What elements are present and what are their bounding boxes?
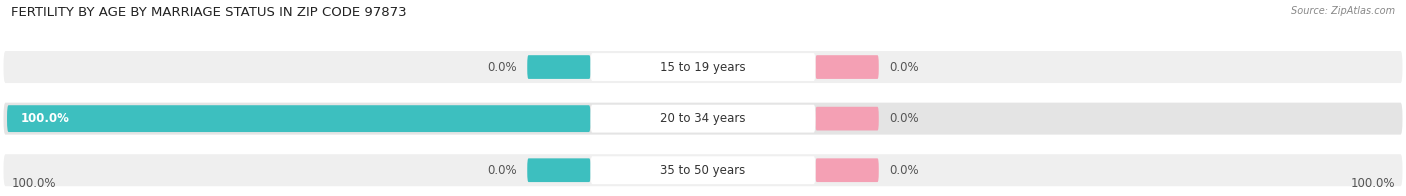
FancyBboxPatch shape [591,105,815,132]
FancyBboxPatch shape [527,158,591,182]
Text: 20 to 34 years: 20 to 34 years [661,112,745,125]
Text: 0.0%: 0.0% [486,164,517,177]
Text: 0.0%: 0.0% [890,112,920,125]
FancyBboxPatch shape [527,55,591,79]
FancyBboxPatch shape [3,51,1403,83]
Text: 100.0%: 100.0% [11,177,56,190]
Text: 0.0%: 0.0% [890,164,920,177]
Text: Source: ZipAtlas.com: Source: ZipAtlas.com [1291,6,1395,16]
FancyBboxPatch shape [591,156,815,184]
FancyBboxPatch shape [3,154,1403,186]
FancyBboxPatch shape [815,107,879,131]
Text: FERTILITY BY AGE BY MARRIAGE STATUS IN ZIP CODE 97873: FERTILITY BY AGE BY MARRIAGE STATUS IN Z… [11,6,406,19]
FancyBboxPatch shape [815,158,879,182]
Text: 0.0%: 0.0% [486,61,517,74]
Text: 35 to 50 years: 35 to 50 years [661,164,745,177]
FancyBboxPatch shape [815,55,879,79]
Text: 100.0%: 100.0% [1350,177,1395,190]
Text: 15 to 19 years: 15 to 19 years [661,61,745,74]
FancyBboxPatch shape [3,103,1403,135]
FancyBboxPatch shape [591,53,815,81]
Text: 100.0%: 100.0% [21,112,70,125]
FancyBboxPatch shape [7,105,591,132]
Text: 0.0%: 0.0% [890,61,920,74]
